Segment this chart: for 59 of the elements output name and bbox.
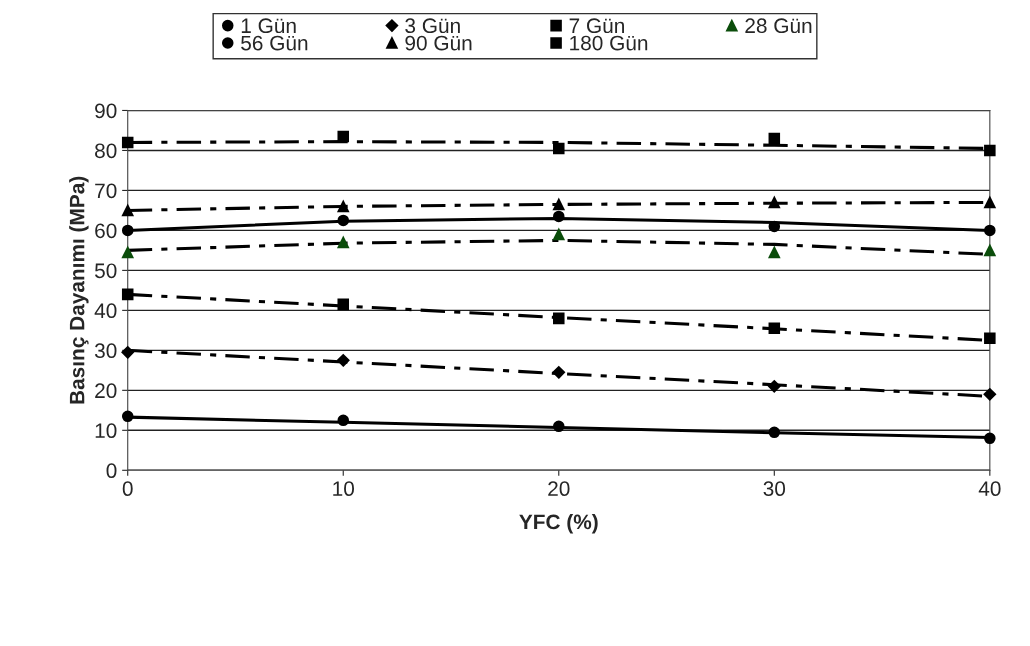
- x-axis-title: YFC (%): [519, 514, 598, 534]
- y-tick-label: 90: [95, 103, 117, 119]
- point: [336, 354, 350, 367]
- point: [337, 214, 350, 227]
- legend-label: 28 Gün: [745, 18, 812, 34]
- point: [337, 236, 350, 249]
- x-tick-label: 20: [548, 481, 570, 497]
- point: [553, 228, 565, 241]
- legend-label: 56 Gün: [241, 35, 308, 51]
- y-tick-label: 30: [94, 343, 117, 359]
- legend-label: 7 Gün: [569, 18, 624, 34]
- point: [337, 130, 350, 143]
- point: [553, 420, 565, 433]
- point: [121, 346, 135, 359]
- point: [121, 204, 134, 217]
- x-tick-label: 30: [763, 481, 786, 497]
- point: [553, 198, 565, 211]
- y-tick-label: 40: [94, 303, 117, 319]
- point: [553, 142, 565, 155]
- x-tick-label: 0: [122, 481, 133, 497]
- y-axis-title: Basınç Dayanımı (MPa): [69, 176, 89, 404]
- point: [337, 298, 350, 311]
- point: [337, 414, 350, 427]
- point: [768, 426, 781, 439]
- legend-label: 1 Gün: [241, 18, 296, 34]
- point: [121, 136, 134, 149]
- y-tick-label: 50: [94, 263, 117, 279]
- point: [767, 380, 781, 393]
- legend-label: 180 Gün: [570, 35, 648, 51]
- point: [553, 210, 565, 223]
- point: [984, 332, 996, 345]
- y-tick-label: 60: [95, 223, 117, 239]
- point: [552, 366, 566, 379]
- point: [984, 244, 996, 257]
- point: [121, 410, 134, 423]
- x-tick-label: 40: [978, 481, 1001, 497]
- point: [984, 432, 996, 445]
- point: [984, 196, 996, 209]
- point: [121, 288, 134, 301]
- point: [553, 312, 565, 325]
- y-tick-label: 80: [95, 143, 117, 159]
- point: [984, 144, 996, 157]
- point: [984, 224, 996, 237]
- y-tick-label: 10: [95, 423, 117, 439]
- point: [983, 388, 997, 401]
- y-tick-label: 20: [95, 383, 117, 399]
- y-tick-label: 70: [95, 183, 117, 199]
- point: [337, 200, 350, 213]
- x-tick-label: 10: [333, 481, 355, 497]
- legend-label: 90 Gün: [405, 35, 472, 51]
- point: [121, 246, 134, 259]
- point: [121, 224, 134, 237]
- point: [768, 220, 781, 233]
- point: [768, 246, 781, 259]
- point: [768, 196, 781, 209]
- legend-label: 3 Gün: [405, 18, 460, 34]
- point: [768, 132, 781, 145]
- y-tick-label: 0: [106, 463, 117, 479]
- point: [768, 322, 781, 335]
